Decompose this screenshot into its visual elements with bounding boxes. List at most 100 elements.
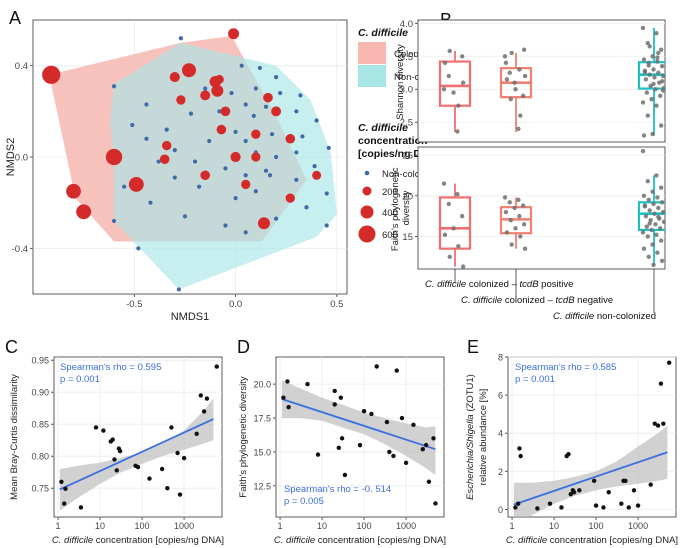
- box-jitter-point: [658, 185, 664, 190]
- e-data-point: [623, 478, 628, 484]
- c-data-point: [181, 455, 187, 461]
- box-jitter-point: [507, 200, 512, 205]
- d-data-point: [394, 368, 399, 373]
- panel-e-marks: [513, 360, 672, 517]
- a-ytick-label: -0.4: [12, 244, 28, 255]
- box-jitter-point: [654, 173, 659, 178]
- colonized-point: [211, 84, 224, 97]
- panel-b-faith-gridlines: [418, 154, 665, 237]
- panel-d-gridlines: [276, 357, 444, 517]
- noncolonized-point: [243, 173, 248, 178]
- box-jitter-point: [442, 232, 448, 238]
- noncolonized-point: [144, 102, 149, 107]
- box-jitter-point: [645, 234, 650, 239]
- box-jitter-point: [447, 254, 452, 259]
- e-data-point: [601, 505, 606, 510]
- c-data-point: [159, 466, 165, 472]
- d-data-point: [332, 402, 337, 407]
- box-jitter-point: [451, 226, 456, 231]
- c-data-point: [78, 505, 84, 510]
- c-data-point: [101, 428, 106, 433]
- box-jitter-point: [502, 54, 508, 59]
- box-jitter-point: [649, 96, 654, 102]
- d-data-point: [411, 422, 416, 427]
- legend-size-600-dot: [358, 225, 376, 243]
- d-ytick-label: 17.5: [253, 414, 271, 424]
- noncolonized-point: [172, 148, 177, 153]
- e-data-point: [648, 482, 653, 487]
- c-data-point: [204, 396, 210, 401]
- e-data-point: [535, 506, 540, 511]
- panel-label-a: A: [9, 8, 21, 28]
- noncolonized-point: [233, 196, 238, 201]
- e-data-point: [626, 505, 631, 510]
- c-ytick-label: 0.80: [31, 452, 49, 462]
- c-xtick-label: 1000: [174, 521, 194, 531]
- box-jitter-point: [658, 93, 663, 99]
- box-jitter-point: [659, 79, 665, 84]
- e-xtick-label: 10: [549, 521, 559, 531]
- box-jitter-point: [642, 69, 648, 75]
- noncolonized-point: [263, 168, 269, 173]
- c-data-point: [62, 501, 67, 506]
- legend-size-200-label: 200: [382, 187, 398, 198]
- box-jitter-point: [653, 222, 658, 227]
- panel-c-marks: [59, 364, 219, 511]
- colonized-point: [162, 140, 172, 151]
- legend-size-noncolonized-label: Non-colonized: [382, 169, 443, 180]
- panel-d-faith: 1 10 100 1000 12.5 15.0 17.5 20.0 Spearman's rh…: [238, 356, 446, 546]
- noncolonized-point: [324, 191, 329, 196]
- legend-conc-title-2: concentration: [358, 135, 427, 147]
- e-data-point: [666, 360, 672, 365]
- box-jitter-point: [641, 133, 647, 138]
- d-xtick-label: 10: [317, 521, 327, 531]
- box-jitter-point: [460, 80, 466, 85]
- a-ytick-label: 0.4: [15, 61, 28, 72]
- box-jitter-point: [661, 219, 665, 225]
- c-ytick-label: 0.75: [31, 484, 49, 494]
- noncolonized-point: [144, 136, 149, 141]
- box-jitter-point: [642, 204, 648, 209]
- c-data-point: [110, 437, 115, 442]
- d-ytick-label: 12.5: [253, 481, 271, 491]
- noncolonized-point: [300, 134, 305, 139]
- box-jitter-point: [509, 50, 514, 56]
- box-jitter-point: [650, 242, 655, 247]
- noncolonized-point: [312, 164, 317, 169]
- noncolonized-point: [294, 109, 299, 114]
- box-jitter-point: [640, 100, 646, 105]
- e-data-point: [517, 446, 522, 451]
- a-ytick-label: 0.0: [15, 153, 28, 164]
- box-jitter-point: [644, 90, 650, 95]
- noncolonized-point: [164, 127, 169, 132]
- box-jitter-point: [641, 193, 647, 198]
- category-label-non: C. difficile non-colonized: [553, 311, 656, 322]
- noncolonized-point: [223, 223, 228, 228]
- box-jitter-point: [647, 221, 652, 226]
- e-ytick-label: 4: [498, 429, 503, 439]
- legend-size-400-dot: [360, 205, 374, 219]
- box-body: [438, 60, 472, 107]
- noncolonized-point: [239, 63, 244, 68]
- box-jitter-point: [647, 44, 652, 49]
- panel-e-ticks: 1 10 100 1000 0 2 4 6 8: [498, 353, 648, 532]
- c-ytick-label: 0.90: [31, 388, 49, 398]
- e-data-point: [571, 490, 577, 495]
- d-data-point: [305, 381, 310, 387]
- c-ytick-label: 0.85: [31, 420, 49, 430]
- noncolonized-point: [203, 86, 208, 91]
- noncolonized-point: [269, 132, 275, 137]
- panel-d-ticks: 1 10 100 1000 12.5 15.0 17.5 20.0: [253, 380, 416, 531]
- d-data-point: [339, 436, 345, 441]
- legend-size-400-label: 400: [382, 208, 398, 219]
- box-jitter-point: [656, 70, 661, 75]
- b-ytick-label: 2.5: [400, 118, 413, 129]
- noncolonized-point: [278, 90, 283, 96]
- box-jitter-point: [447, 48, 452, 54]
- panel-b-shannon-gridlines: [418, 22, 665, 123]
- noncolonized-point: [207, 138, 212, 144]
- b-ytick-label: 3.5: [400, 52, 413, 63]
- noncolonized-point: [192, 159, 198, 164]
- box-jitter-point: [658, 47, 664, 52]
